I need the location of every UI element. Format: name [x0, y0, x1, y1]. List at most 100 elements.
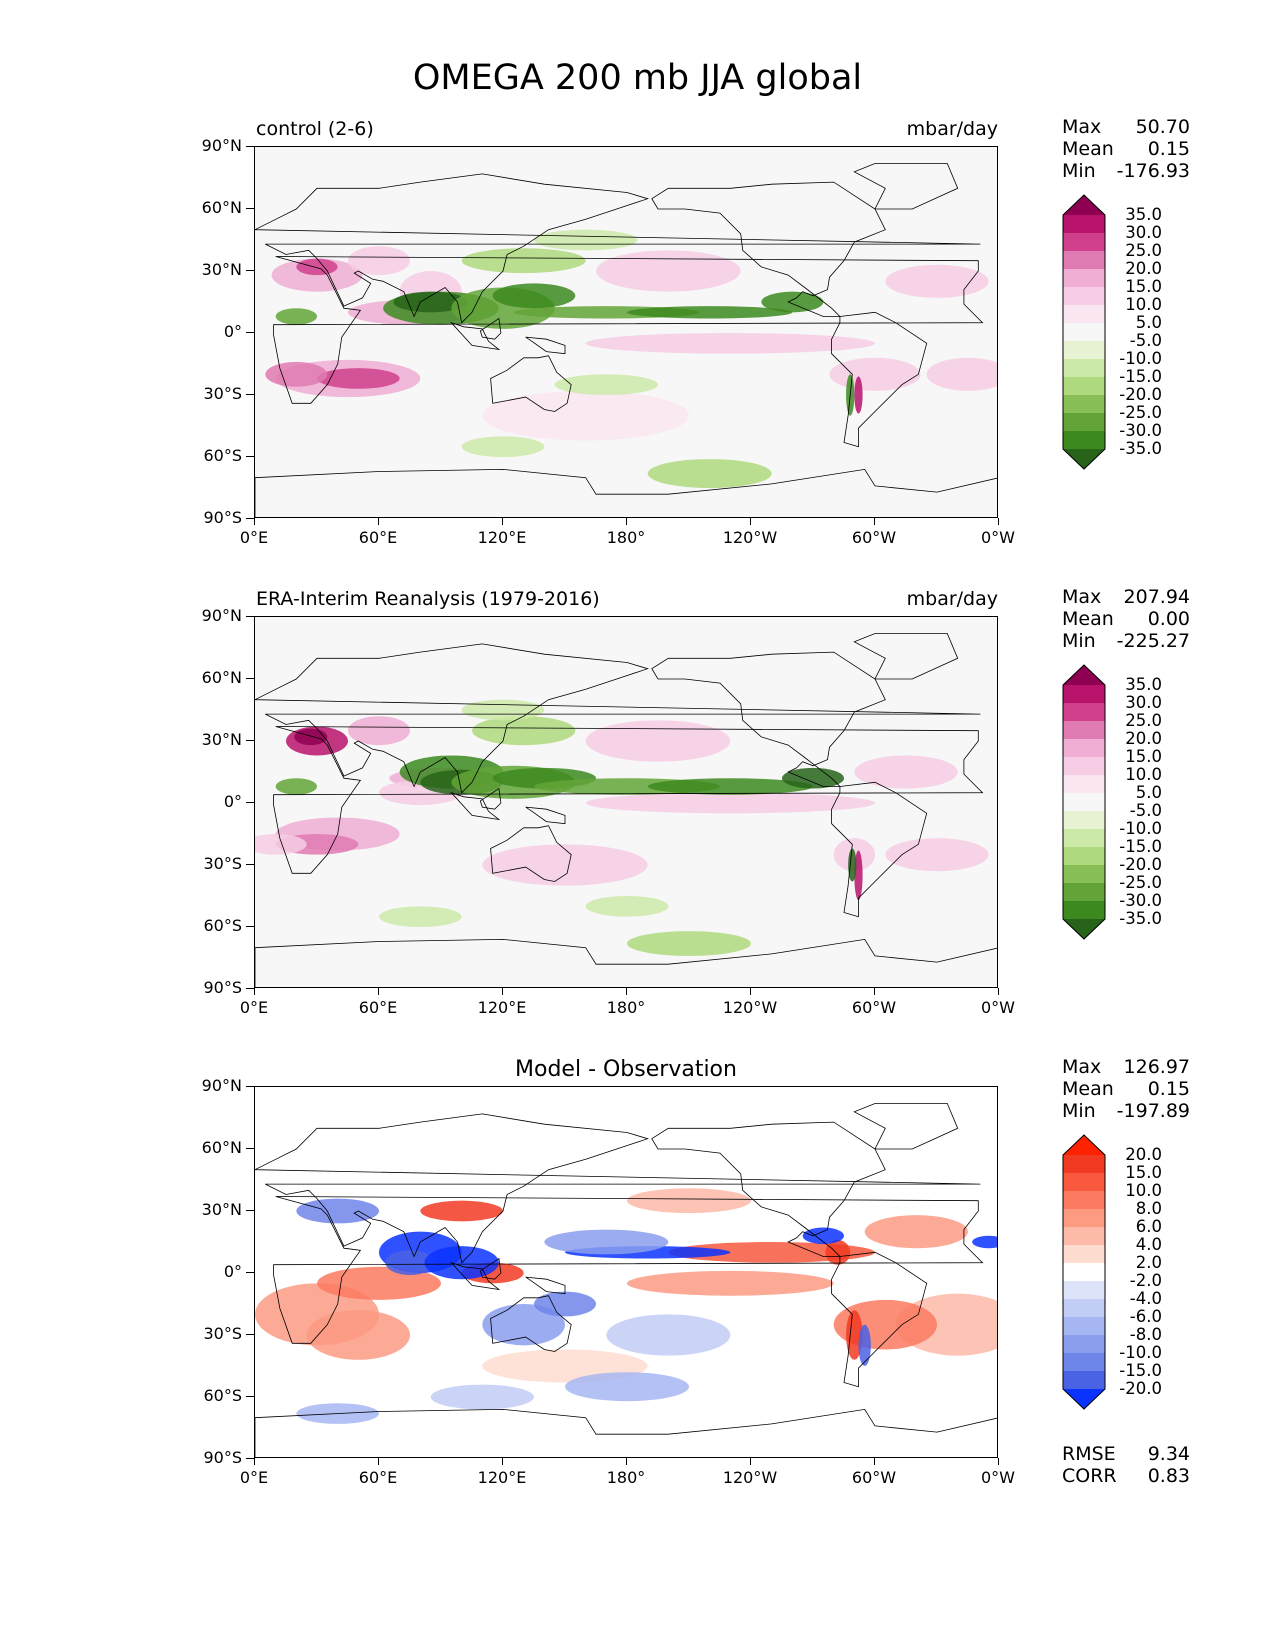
- mean-label: Mean: [1062, 608, 1114, 630]
- field-blob: [451, 287, 555, 329]
- colorbar-label: 10.0: [1125, 1181, 1162, 1200]
- y-tick-label: 60°S: [203, 916, 242, 935]
- y-tick-label: 60°S: [203, 1386, 242, 1405]
- coastline: [490, 1295, 572, 1352]
- field-blob: [761, 291, 824, 313]
- colorbar-swatch: [1063, 1353, 1105, 1372]
- coastline: [449, 1261, 501, 1291]
- y-tick-label: 0°: [223, 322, 242, 341]
- colorbar-label: -20.0: [1119, 1379, 1162, 1398]
- y-tick-label: 0°: [223, 792, 242, 811]
- stats-box: Max 50.70 Mean 0.15 Min -176.93: [1062, 116, 1190, 182]
- field-blob: [420, 1200, 503, 1222]
- field-blob: [317, 1266, 441, 1300]
- y-tick: [246, 1458, 254, 1459]
- mean-value: 0.00: [1147, 608, 1190, 630]
- coastline: [853, 1103, 959, 1150]
- coastline: [651, 1121, 886, 1257]
- field-blob: [854, 850, 863, 901]
- field-blob: [627, 931, 751, 956]
- colorbar-label: 10.0: [1125, 295, 1162, 314]
- coastline: [651, 181, 886, 317]
- colorbar-label: 5.0: [1135, 313, 1162, 332]
- x-tick: [502, 518, 503, 525]
- colorbar-swatch: [1063, 413, 1105, 432]
- colorbar-label: -35.0: [1119, 439, 1162, 458]
- colorbar-label: 15.0: [1125, 277, 1162, 296]
- x-tick-label: 0°E: [239, 1468, 269, 1487]
- x-tick-label: 120°E: [477, 528, 527, 547]
- field-blob: [348, 716, 410, 746]
- field-blob: [885, 838, 989, 872]
- field-blob: [858, 1324, 871, 1366]
- y-tick: [246, 678, 254, 679]
- field-blob: [534, 229, 638, 251]
- field-blob: [846, 1310, 863, 1360]
- colorbar-label: -30.0: [1119, 421, 1162, 440]
- coastline: [651, 651, 886, 787]
- map-plot-difference: [254, 1086, 998, 1458]
- x-tick-label: 0°W: [981, 528, 1015, 547]
- x-tick: [254, 988, 255, 995]
- min-value: -197.89: [1116, 1100, 1190, 1122]
- colorbar-label: 25.0: [1125, 711, 1162, 730]
- coastline: [255, 1408, 997, 1457]
- coastline: [273, 256, 984, 404]
- colorbar-label: -25.0: [1119, 873, 1162, 892]
- colorbar-min-extend: [1063, 449, 1105, 469]
- y-tick: [246, 740, 254, 741]
- colorbar-label: 5.0: [1135, 783, 1162, 802]
- field-blob: [668, 1242, 875, 1263]
- y-tick: [246, 518, 254, 519]
- colorbar-swatch: [1063, 233, 1105, 252]
- colorbar-swatch: [1063, 359, 1105, 378]
- x-tick-label: 180°: [606, 998, 646, 1017]
- field-blob: [596, 250, 741, 292]
- field-blob: [627, 1188, 751, 1214]
- field-blob: [294, 728, 328, 746]
- y-tick: [246, 1148, 254, 1149]
- y-tick: [246, 146, 254, 147]
- x-tick: [998, 988, 999, 995]
- colorbar-min-extend: [1063, 919, 1105, 939]
- field-blob: [275, 359, 421, 398]
- map-canvas: [255, 147, 997, 517]
- max-value: 50.70: [1135, 116, 1190, 138]
- field-blob: [492, 283, 576, 309]
- coastline: [525, 1276, 566, 1295]
- panel-left-title: ERA-Interim Reanalysis (1979-2016): [256, 588, 600, 610]
- field-blob: [585, 333, 875, 354]
- colorbar-label: 25.0: [1125, 241, 1162, 260]
- colorbar-canvas: [1062, 1134, 1106, 1410]
- colorbar-label: 20.0: [1125, 259, 1162, 278]
- panel-units: mbar/day: [906, 118, 998, 140]
- field-blob: [399, 271, 462, 313]
- coastline: [525, 336, 566, 355]
- colorbar-label: -35.0: [1119, 909, 1162, 928]
- colorbar-swatch: [1063, 377, 1105, 396]
- field-blob: [627, 1270, 834, 1296]
- colorbar-label: 8.0: [1135, 1199, 1162, 1218]
- colorbar-label: -6.0: [1129, 1307, 1162, 1326]
- coastline: [479, 787, 502, 810]
- corr-value: 0.83: [1147, 1465, 1190, 1487]
- colorbar-swatch: [1063, 1335, 1105, 1354]
- y-tick: [246, 1086, 254, 1087]
- coastline: [273, 1196, 984, 1344]
- colorbar-swatch: [1063, 775, 1105, 794]
- x-tick: [998, 1458, 999, 1465]
- colorbar-swatch: [1063, 793, 1105, 812]
- field-blob: [482, 1304, 565, 1346]
- coastline: [255, 643, 981, 794]
- y-tick-label: 90°S: [203, 1448, 242, 1467]
- y-tick: [246, 394, 254, 395]
- y-tick: [246, 1396, 254, 1397]
- colorbar-swatch: [1063, 685, 1105, 704]
- coastline: [490, 825, 572, 882]
- colorbar-swatch: [1063, 1317, 1105, 1336]
- field-blob: [424, 1246, 499, 1280]
- field-blob: [833, 1299, 937, 1350]
- y-tick-label: 60°N: [201, 198, 242, 217]
- coastline: [853, 633, 959, 680]
